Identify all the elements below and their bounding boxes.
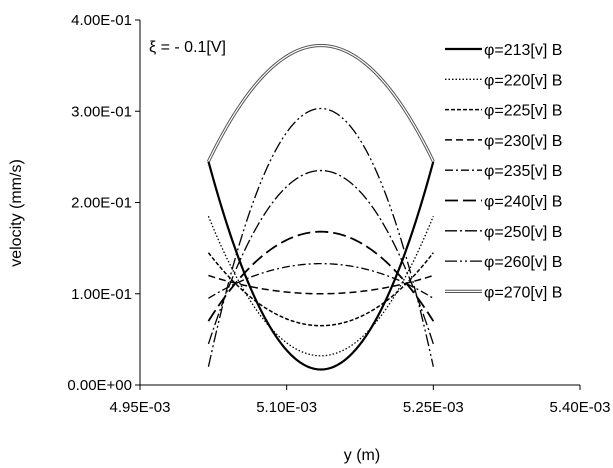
series-line-7 — [207, 169, 434, 345]
legend-label: φ=213[v] B — [484, 42, 562, 59]
legend-label: φ=270[v] B — [484, 284, 562, 301]
series-line-3 — [207, 252, 434, 327]
legend-label: φ=235[v] B — [484, 163, 562, 180]
series-line-4 — [208, 274, 434, 295]
y-tick-label: 1.00E-01 — [71, 286, 132, 303]
series-line-9-inner — [207, 44, 434, 162]
y-tick-label: 2.00E-01 — [71, 195, 132, 212]
annotation-label: ξ = - 0.1[V] — [149, 39, 226, 56]
axes: 0.00E+00 1.00E-01 2.00E-01 3.00E-01 4.00E-01… — [67, 12, 610, 416]
legend-label: φ=225[v] B — [484, 103, 562, 120]
y-tick-label: 0.00E+00 — [67, 377, 132, 394]
series-line-5 — [208, 262, 434, 299]
series-layer — [207, 43, 435, 371]
series-line-9 — [207, 43, 435, 163]
y-tick-label: 3.00E-01 — [71, 103, 132, 120]
legend: φ=213[v] B φ=220[v] B φ=225[v] B φ=230[v] B… — [445, 42, 562, 301]
legend-label: φ=220[v] B — [484, 72, 562, 89]
x-tick-label: 5.40E-03 — [550, 399, 611, 416]
legend-label: φ=260[v] B — [484, 254, 562, 271]
series-line-6 — [207, 230, 435, 322]
legend-label: φ=250[v] B — [484, 224, 562, 241]
x-tick-label: 5.10E-03 — [256, 399, 317, 416]
legend-label: φ=230[v] B — [484, 133, 562, 150]
legend-label: φ=240[v] B — [484, 194, 562, 211]
x-tick-label: 4.95E-03 — [110, 399, 171, 416]
x-axis-title: y (m) — [344, 447, 380, 464]
y-tick-label: 4.00E-01 — [71, 12, 132, 29]
series-line-8 — [207, 107, 434, 367]
series-line-1 — [207, 161, 435, 371]
y-axis-title: velocity (mm/s) — [8, 159, 25, 267]
x-tick-label: 5.25E-03 — [403, 399, 464, 416]
